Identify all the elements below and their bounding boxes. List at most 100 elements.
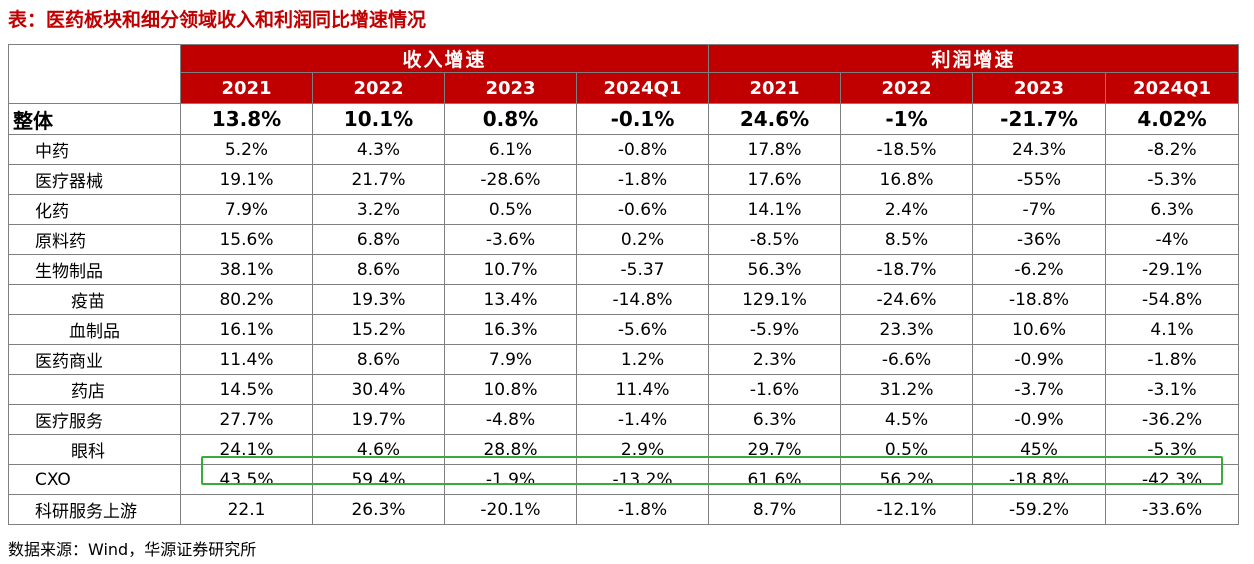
table-cell: -42.3% <box>1105 464 1240 495</box>
column-header: 2021 <box>180 72 313 104</box>
table-cell: -14.8% <box>575 284 710 315</box>
column-header: 2023 <box>444 72 577 104</box>
table-cell: -5.6% <box>575 314 710 345</box>
table-cell: 4.5% <box>840 404 974 435</box>
table-cell: 15.6% <box>180 224 313 255</box>
table-cell: -4% <box>1105 224 1240 255</box>
table-cell: 2.4% <box>840 194 974 225</box>
table-cell: -36.2% <box>1105 404 1240 435</box>
table-cell: -18.7% <box>840 254 974 285</box>
table-cell: 17.8% <box>708 134 842 165</box>
table-row: 眼科 24.1% 4.6% 28.8% 2.9% 29.7% 0.5% 45% -5.3% <box>8 434 1240 465</box>
table-cell: 13.4% <box>444 284 577 315</box>
table-cell: 16.8% <box>840 164 974 195</box>
table-cell: -3.1% <box>1105 374 1240 405</box>
table-cell: -3.6% <box>444 224 577 255</box>
table-cell: -1.8% <box>575 494 710 525</box>
column-header: 2022 <box>312 72 445 104</box>
table-cell: 29.7% <box>708 434 842 465</box>
table-row: 医疗服务 27.7% 19.7% -4.8% -1.4% 6.3% 4.5% -0.9% -36… <box>8 404 1240 435</box>
table-cell: -29.1% <box>1105 254 1240 285</box>
table-cell: -59.2% <box>972 494 1107 525</box>
table-cell: 6.3% <box>1105 194 1240 225</box>
table-cell: 56.3% <box>708 254 842 285</box>
table-cell: 14.5% <box>180 374 313 405</box>
table-cell: 0.2% <box>575 224 710 255</box>
table-cell: 10.1% <box>312 103 445 135</box>
table-cell: -0.6% <box>575 194 710 225</box>
row-label: 疫苗 <box>8 284 181 315</box>
table-cell: 6.1% <box>444 134 577 165</box>
table-cell: 4.6% <box>312 434 445 465</box>
table-row: 药店 14.5% 30.4% 10.8% 11.4% -1.6% 31.2% -3.7% -3.… <box>8 374 1240 405</box>
table-cell: 2.3% <box>708 344 842 375</box>
table-cell: 19.7% <box>312 404 445 435</box>
table-row: 化药 7.9% 3.2% 0.5% -0.6% 14.1% 2.4% -7% 6.3% <box>8 194 1240 225</box>
table-cell: 8.7% <box>708 494 842 525</box>
table-cell: -55% <box>972 164 1107 195</box>
table-cell: 19.3% <box>312 284 445 315</box>
table-cell: 2.9% <box>575 434 710 465</box>
table-cell: -4.8% <box>444 404 577 435</box>
table-cell: 10.8% <box>444 374 577 405</box>
table-cell: 80.2% <box>180 284 313 315</box>
table-cell: -20.1% <box>444 494 577 525</box>
table-cell: -8.5% <box>708 224 842 255</box>
table-cell: 11.4% <box>180 344 313 375</box>
table-cell: 17.6% <box>708 164 842 195</box>
table-cell: -8.2% <box>1105 134 1240 165</box>
row-label: 生物制品 <box>8 254 181 285</box>
table-cell: 0.8% <box>444 103 577 135</box>
table-cell: 38.1% <box>180 254 313 285</box>
table-cell: 6.8% <box>312 224 445 255</box>
row-label: 眼科 <box>8 434 181 465</box>
table-cell: -1.4% <box>575 404 710 435</box>
row-label: 整体 <box>8 103 181 135</box>
table-cell: 30.4% <box>312 374 445 405</box>
table-cell: -5.9% <box>708 314 842 345</box>
row-label: 医药商业 <box>8 344 181 375</box>
table-cell: 129.1% <box>708 284 842 315</box>
table-cell: -5.3% <box>1105 434 1240 465</box>
table-cell: -18.8% <box>972 284 1107 315</box>
table-cell: 24.6% <box>708 103 842 135</box>
column-header: 2024Q1 <box>575 72 710 104</box>
table-cell: -5.3% <box>1105 164 1240 195</box>
table-cell: 11.4% <box>575 374 710 405</box>
table-cell: 27.7% <box>180 404 313 435</box>
table-cell: -1% <box>840 103 974 135</box>
row-label: 科研服务上游 <box>8 494 181 525</box>
table-cell: 56.2% <box>840 464 974 495</box>
table-cell: 7.9% <box>444 344 577 375</box>
table-cell: -28.6% <box>444 164 577 195</box>
table-cell: 22.1 <box>180 494 313 525</box>
table-row: 血制品 16.1% 15.2% 16.3% -5.6% -5.9% 23.3% 10.6% 4.… <box>8 314 1240 345</box>
source-note: 数据来源：Wind，华源证券研究所 <box>8 540 257 559</box>
table-cell: 8.5% <box>840 224 974 255</box>
table-cell: 26.3% <box>312 494 445 525</box>
table-cell: 10.6% <box>972 314 1107 345</box>
table-cell: 4.3% <box>312 134 445 165</box>
table-cell: 59.4% <box>312 464 445 495</box>
growth-table: 收入增速 利润增速 2021 2022 2023 2024Q1 2021 202… <box>8 44 1240 525</box>
table-cell: -13.2% <box>575 464 710 495</box>
table-cell: -0.1% <box>575 103 710 135</box>
table-cell: 1.2% <box>575 344 710 375</box>
table-title: 表：医药板块和细分领域收入和利润同比增速情况 <box>8 9 427 31</box>
column-header: 2023 <box>972 72 1107 104</box>
table-cell: 19.1% <box>180 164 313 195</box>
table-cell: -21.7% <box>972 103 1107 135</box>
table-cell: 24.1% <box>180 434 313 465</box>
table-cell: 0.5% <box>840 434 974 465</box>
table-cell: -5.37 <box>575 254 710 285</box>
table-cell: 10.7% <box>444 254 577 285</box>
group-header-revenue: 收入增速 <box>179 44 710 73</box>
row-label: 血制品 <box>8 314 181 345</box>
column-header: 2022 <box>840 72 974 104</box>
table-cell: 28.8% <box>444 434 577 465</box>
table-cell: 45% <box>972 434 1107 465</box>
table-row: 整体 13.8% 10.1% 0.8% -0.1% 24.6% -1% -21.7% 4.02% <box>8 103 1240 135</box>
table-cell: -18.5% <box>840 134 974 165</box>
table-row: 科研服务上游 22.1 26.3% -20.1% -1.8% 8.7% -12.1% -59.… <box>8 494 1240 525</box>
table-cell: -1.8% <box>575 164 710 195</box>
